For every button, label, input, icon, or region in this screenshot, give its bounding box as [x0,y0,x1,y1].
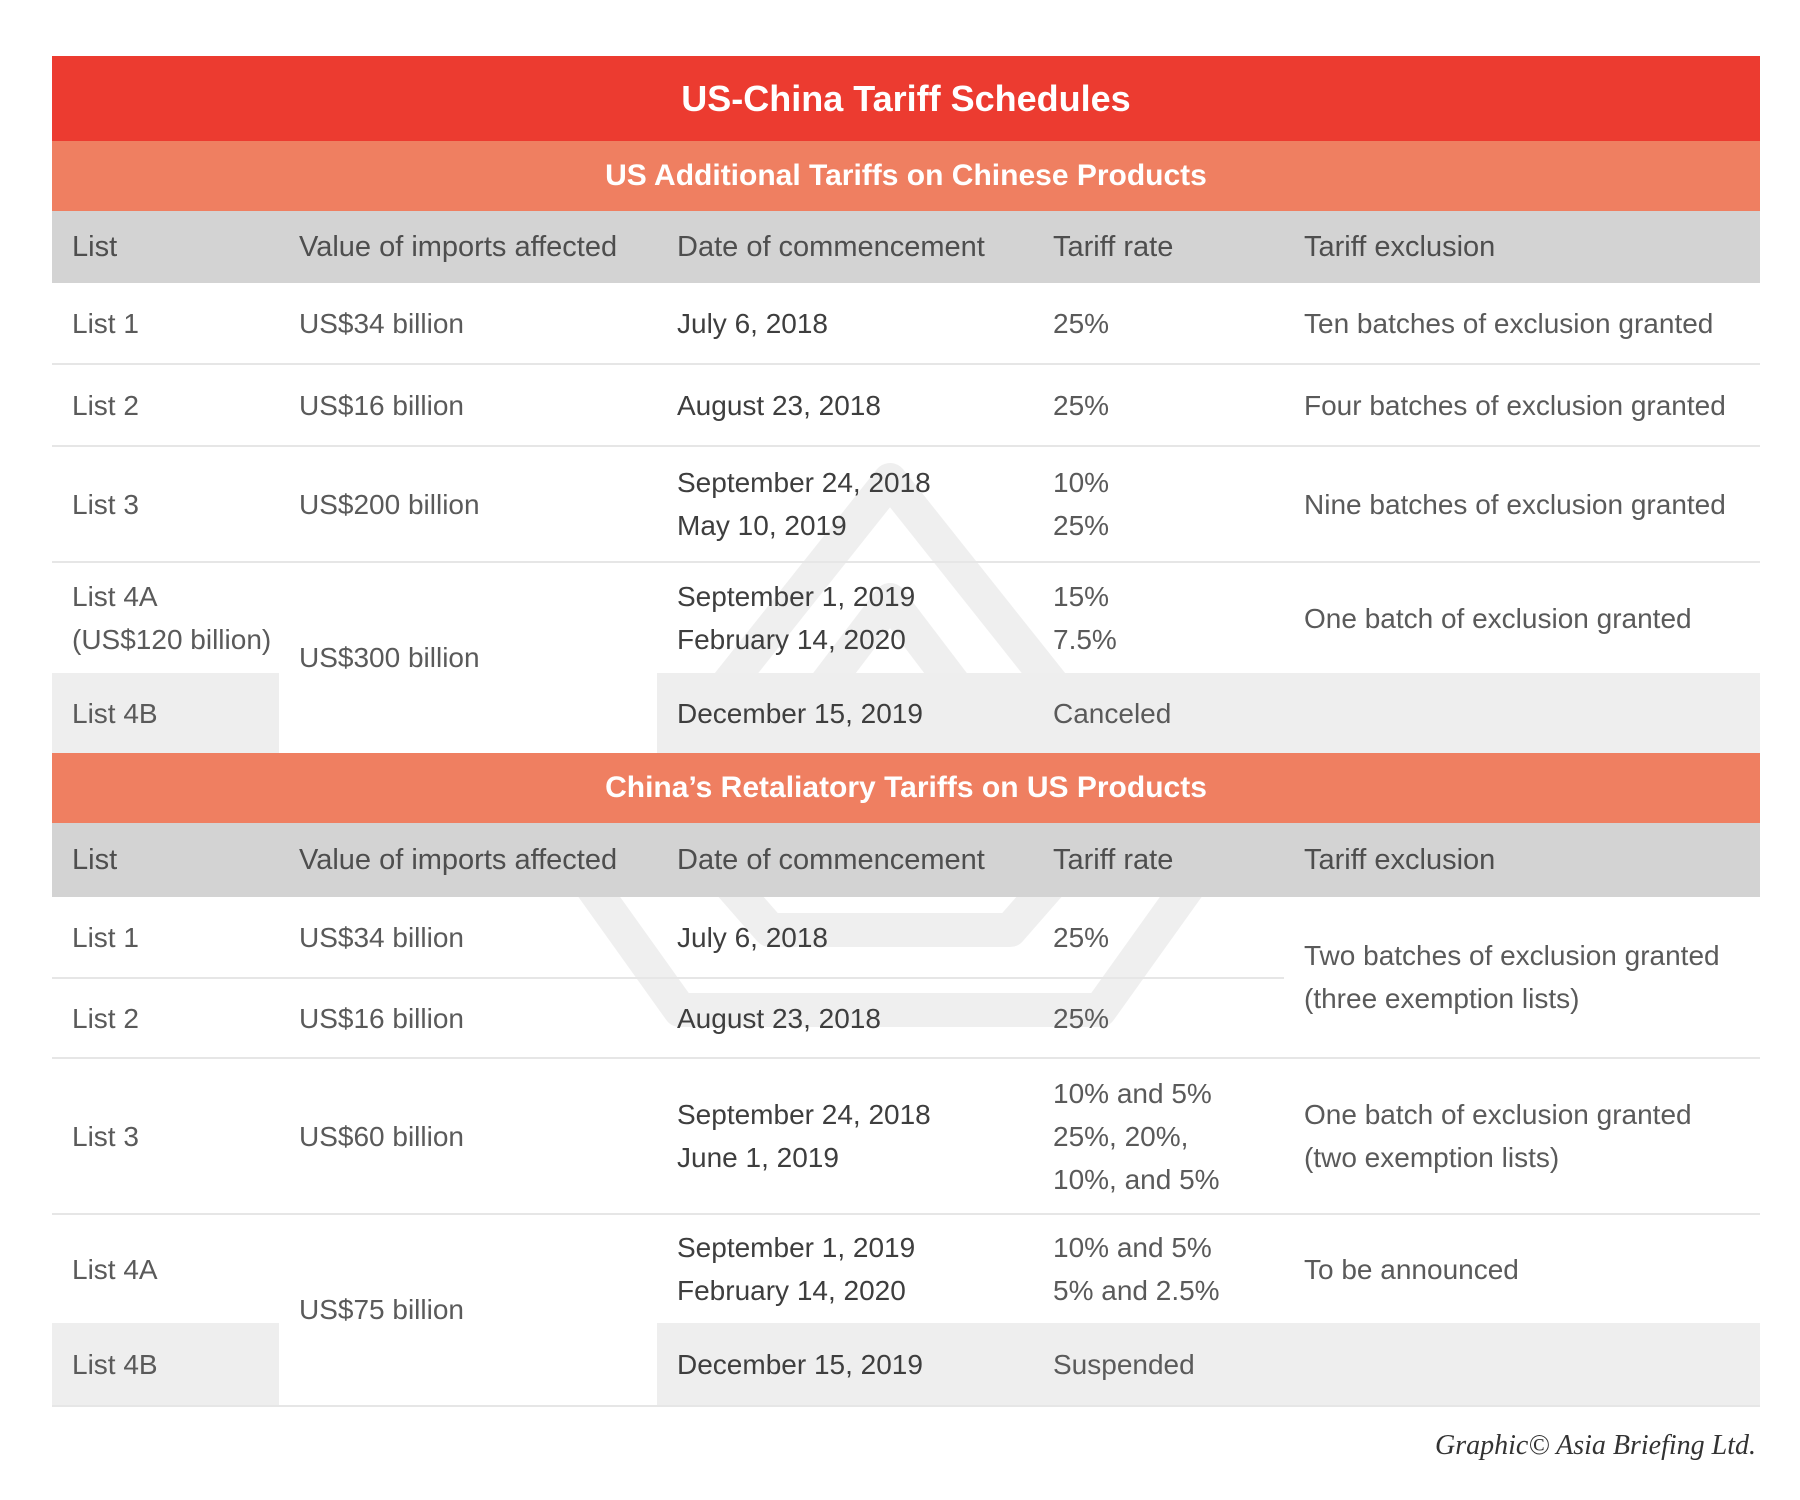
china-section-title: China’s Retaliatory Tariffs on US Produc… [52,753,1760,823]
header-rate: Tariff rate [1053,843,1174,876]
china-list4-group: List 4A September 1, 2019 February 14, 2… [52,1215,1760,1407]
header-exclusion: Tariff exclusion [1304,843,1496,876]
header-value: Value of imports affected [299,843,618,876]
table-row: List 4A September 1, 2019 February 14, 2… [72,1232,1519,1306]
header-rate: Tariff rate [1053,230,1174,263]
tariff-table: US-China Tariff Schedules US Additional … [52,56,1760,1407]
us-list4-group: List 4A (US$120 billion) September 1, 20… [52,563,1760,753]
header-value: Value of imports affected [299,230,618,263]
china-list4-value: US$75 billion [279,1215,657,1405]
footer-credit: Graphic© Asia Briefing Ltd. [1435,1430,1756,1461]
header-exclusion: Tariff exclusion [1304,230,1496,263]
us-header-row: List Value of imports affected Date of c… [52,211,1760,283]
table-row: List 4A (US$120 billion) September 1, 20… [72,581,1692,655]
china-header-row: List Value of imports affected Date of c… [52,823,1760,897]
table-row: List 2 US$16 billion August 23, 2018 25%… [52,365,1760,447]
table-row: List 3 US$200 billion September 24, 2018… [52,447,1760,563]
header-date: Date of commencement [677,843,985,876]
table-row: List 3 US$60 billion September 24, 2018 … [52,1059,1760,1215]
table-row: List 1 US$34 billion July 6, 2018 25% Te… [52,283,1760,365]
china-list12-group: List 1 US$34 billion July 6, 2018 25% Li… [52,897,1760,1059]
header-list: List [72,843,118,876]
header-date: Date of commencement [677,230,985,263]
table-title: US-China Tariff Schedules [52,56,1760,141]
table-row: List 2 US$16 billion August 23, 2018 25% [72,1002,1110,1034]
us-list4-value: US$300 billion [279,563,657,753]
table-row: List 1 US$34 billion July 6, 2018 25% [52,897,1284,979]
china-list12-exclusion: Two batches of exclusion granted (three … [1304,940,1720,1014]
header-list: List [72,230,118,263]
us-section-title: US Additional Tariffs on Chinese Product… [52,141,1760,211]
